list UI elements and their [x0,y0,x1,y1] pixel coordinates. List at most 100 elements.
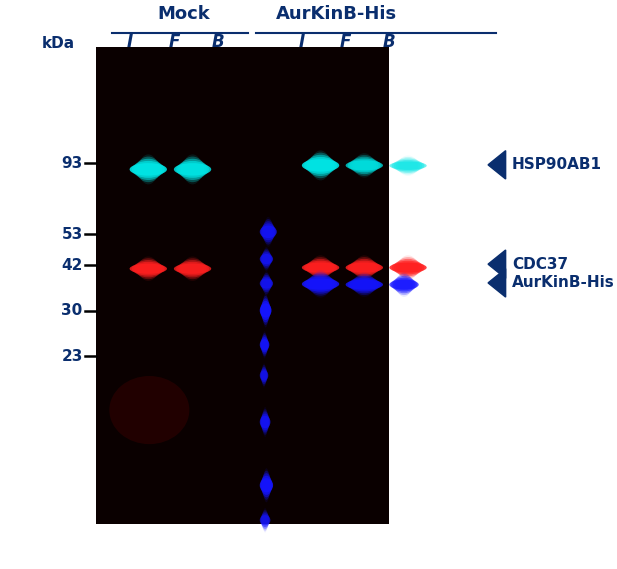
Text: kDa: kDa [42,36,75,51]
Ellipse shape [139,257,158,281]
Ellipse shape [392,261,424,274]
Ellipse shape [389,162,427,170]
Ellipse shape [261,224,276,240]
Text: B: B [211,34,224,51]
Ellipse shape [261,411,269,432]
Ellipse shape [183,257,202,281]
Ellipse shape [261,298,270,323]
Ellipse shape [355,255,374,280]
Ellipse shape [260,478,273,492]
Text: B: B [383,34,395,51]
Ellipse shape [260,416,270,428]
Ellipse shape [391,278,417,291]
Ellipse shape [183,154,202,184]
Text: CDC37: CDC37 [512,257,568,271]
Ellipse shape [260,513,270,527]
Ellipse shape [260,278,273,288]
Ellipse shape [263,247,270,271]
Ellipse shape [262,275,271,292]
Ellipse shape [260,337,269,352]
Text: HSP90AB1: HSP90AB1 [512,158,602,172]
Ellipse shape [311,255,330,280]
Ellipse shape [132,262,165,275]
Ellipse shape [262,221,275,242]
Ellipse shape [262,296,270,325]
Ellipse shape [261,335,268,354]
Ellipse shape [352,274,376,295]
Ellipse shape [346,279,383,290]
Ellipse shape [352,257,376,278]
Ellipse shape [132,161,165,178]
Ellipse shape [304,157,337,174]
Ellipse shape [396,257,420,278]
Ellipse shape [178,159,207,180]
Ellipse shape [394,158,422,173]
Ellipse shape [389,262,427,273]
Ellipse shape [181,156,204,182]
Ellipse shape [176,262,209,275]
Ellipse shape [260,303,271,318]
Text: AurKinB-His: AurKinB-His [512,275,615,290]
Ellipse shape [392,160,424,171]
Ellipse shape [350,259,378,277]
Ellipse shape [262,273,271,294]
Text: 42: 42 [61,258,83,273]
Ellipse shape [389,279,419,290]
Ellipse shape [350,156,378,174]
Ellipse shape [136,156,160,182]
Ellipse shape [308,152,333,178]
Ellipse shape [260,225,277,238]
Ellipse shape [181,258,204,279]
Ellipse shape [307,274,335,294]
Ellipse shape [308,257,333,278]
Ellipse shape [130,163,167,176]
Ellipse shape [136,258,160,279]
Ellipse shape [263,468,270,502]
Ellipse shape [399,155,418,176]
Ellipse shape [262,471,271,500]
Ellipse shape [130,263,167,274]
Ellipse shape [399,255,418,280]
Ellipse shape [263,271,270,296]
Ellipse shape [307,155,335,176]
Ellipse shape [304,277,337,292]
Ellipse shape [260,370,268,381]
Ellipse shape [262,363,267,387]
Ellipse shape [263,219,274,245]
Ellipse shape [302,278,339,290]
Ellipse shape [260,515,270,525]
Ellipse shape [355,273,374,297]
Ellipse shape [395,274,413,295]
Ellipse shape [302,159,339,172]
Ellipse shape [311,150,330,180]
Text: 30: 30 [62,303,83,318]
Ellipse shape [261,512,269,529]
Ellipse shape [260,476,272,495]
Ellipse shape [262,331,267,358]
Ellipse shape [139,154,158,184]
Ellipse shape [174,163,211,176]
Ellipse shape [262,407,268,437]
Ellipse shape [134,159,162,180]
Ellipse shape [260,252,272,266]
Polygon shape [488,250,506,278]
Ellipse shape [396,157,420,175]
Ellipse shape [260,339,270,351]
Ellipse shape [260,277,272,290]
Ellipse shape [260,254,273,264]
Text: F: F [340,34,351,51]
Ellipse shape [262,510,268,531]
Text: 93: 93 [62,156,83,171]
Ellipse shape [261,365,267,386]
Text: I: I [299,34,305,51]
Ellipse shape [262,249,271,270]
Text: AurKinB-His: AurKinB-His [275,5,397,23]
Ellipse shape [262,473,271,497]
Ellipse shape [348,278,381,291]
Ellipse shape [263,294,268,328]
Ellipse shape [348,261,381,274]
Ellipse shape [396,273,412,297]
Ellipse shape [178,260,207,278]
Polygon shape [488,269,506,297]
Polygon shape [488,151,506,179]
